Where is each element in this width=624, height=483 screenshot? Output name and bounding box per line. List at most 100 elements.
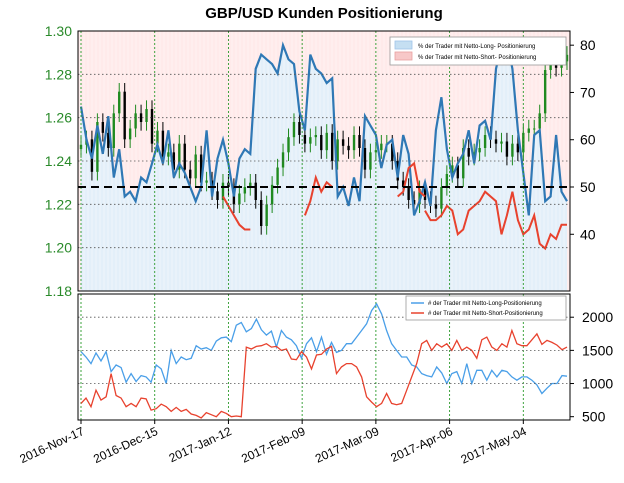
legend-box-bottom (405, 295, 567, 321)
candle-body (161, 130, 165, 157)
candle-body (511, 143, 514, 157)
candle-body (522, 132, 525, 153)
candle-body (194, 154, 197, 179)
candle-body (260, 200, 263, 226)
candle-body (440, 187, 443, 209)
candle-body (79, 144, 83, 150)
candle-body (527, 128, 530, 133)
legend-label-bottom: # der Trader mit Netto-Short-Positionier… (428, 311, 543, 317)
candle-body (199, 154, 203, 183)
candle-body (314, 135, 318, 138)
candle-body (423, 189, 427, 200)
candle-body (221, 182, 225, 200)
candle-body (254, 182, 257, 200)
bottom-panel: 500 1000 1500 2000 (77, 293, 613, 425)
bottom-plot-area (80, 302, 568, 419)
x-tick-label: 2017-May-04 (459, 424, 529, 467)
candle-body (380, 143, 383, 151)
candle-body (538, 113, 541, 129)
candle-body (456, 165, 459, 179)
y-left-tick-label: 1.24 (45, 153, 72, 169)
x-axis-ticks: 2016-Nov-17 2016-Dec-15 2017-Jan-12 2017-Fe… (17, 420, 529, 467)
candle-body (107, 132, 110, 148)
candle-body (363, 148, 367, 170)
candle-body (407, 187, 410, 200)
candle-body (167, 152, 170, 157)
candle-body (96, 122, 99, 172)
top-legend: % der Trader mit Netto-Long- Positionier… (389, 36, 567, 66)
long-area-fill (81, 40, 567, 291)
y-right-tick-label: 50 (580, 179, 596, 195)
candle-body (347, 145, 350, 151)
candle-body (150, 109, 154, 144)
legend-label: % der Trader mit Netto-Short- Positionie… (418, 55, 536, 61)
candle-body (128, 128, 132, 140)
candle-body (543, 70, 547, 114)
candle-body (189, 169, 192, 179)
net-short-line (222, 196, 251, 231)
candle-body (336, 139, 339, 161)
candle-body (352, 135, 356, 151)
candle-body (325, 132, 328, 151)
candle-body (101, 122, 105, 133)
candle-body (401, 180, 405, 187)
candle-body (298, 122, 301, 135)
candle-body (478, 148, 481, 153)
candle-body (467, 148, 470, 157)
candle-body (391, 143, 394, 161)
x-tick-label: 2016-Nov-17 (17, 424, 86, 466)
x-tick-label: 2017-Feb-09 (239, 424, 307, 466)
candle-body (112, 113, 115, 148)
candle-body (451, 165, 454, 174)
net-short-line (424, 190, 567, 251)
candle-body (238, 193, 241, 205)
candle-body (156, 130, 159, 144)
candle-body (292, 122, 296, 138)
candle-body (341, 139, 345, 146)
candle-body (216, 191, 219, 200)
y-left-tick-label: 1.22 (45, 196, 72, 212)
y-right-tick-label: 70 (580, 84, 596, 100)
legend-label-bottom: # der Trader mit Netto-Long-Positionieru… (428, 301, 542, 307)
top-plot-area (79, 31, 569, 291)
y-left-tick-label: 1.20 (45, 240, 72, 256)
candle-body (249, 182, 252, 187)
y-right-tick-label-bottom: 2000 (582, 309, 613, 325)
y-right-tick-label-bottom: 1000 (582, 376, 613, 392)
candle-body (483, 135, 487, 148)
bottom-legend: # der Trader mit Netto-Long-Positionieru… (405, 295, 567, 321)
candle-body (243, 187, 247, 194)
x-tick-label: 2017-Jan-12 (167, 424, 234, 465)
candle-body (178, 143, 181, 170)
net-short-line (397, 161, 426, 198)
long-count-line (80, 302, 568, 395)
candle-body (172, 152, 176, 170)
y-left-tick-label: 1.28 (45, 66, 72, 82)
y-left-tick-label: 1.26 (45, 110, 72, 126)
candle-body (134, 113, 137, 129)
legend-box (389, 36, 567, 66)
candle-body (472, 152, 476, 157)
candle-body (412, 200, 416, 205)
candle-body (183, 143, 186, 170)
candle-body (205, 180, 208, 183)
net-long-line (79, 38, 568, 216)
candle-body (139, 113, 143, 122)
candle-body (281, 152, 285, 168)
candle-body (265, 204, 268, 226)
top-frame (77, 30, 571, 292)
x-tick-label: 2016-Dec-15 (91, 424, 160, 466)
candle-body (434, 204, 438, 209)
y-right-tick-label: 80 (580, 37, 596, 53)
y-left-tick-label: 1.30 (45, 23, 72, 39)
legend-swatch (394, 40, 413, 50)
candle-body (270, 184, 274, 205)
top-panel: 1.18 1.20 1.22 1.24 1.26 1.28 1.30 40 50 60 70 80 (45, 23, 596, 299)
y-left-tick-label: 1.18 (45, 283, 72, 299)
y-right-tick-label-bottom: 1500 (582, 342, 613, 358)
x-tick-label: 2017-Mar-09 (313, 424, 381, 466)
y-right-tick-label: 40 (580, 226, 596, 242)
candle-body (123, 91, 126, 140)
candle-body (500, 141, 503, 144)
